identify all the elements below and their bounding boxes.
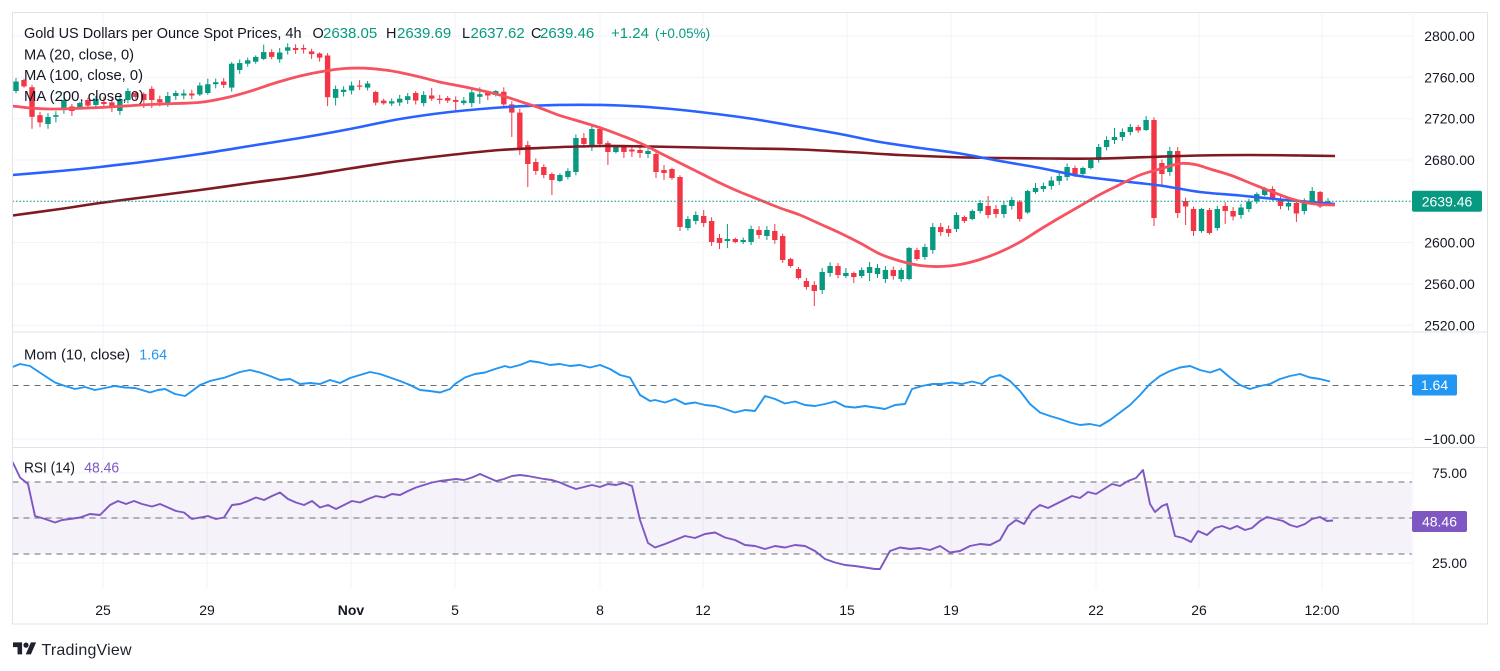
svg-text:MA (100, close, 0): MA (100, close, 0) xyxy=(24,67,143,84)
svg-text:Gold US Dollars per Ounce Spot: Gold US Dollars per Ounce Spot Prices, 4… xyxy=(24,25,302,42)
svg-text:48.46: 48.46 xyxy=(84,460,119,477)
svg-text:MA (20, close, 0): MA (20, close, 0) xyxy=(24,46,134,63)
svg-text:12:00: 12:00 xyxy=(1304,602,1339,618)
svg-text:2639.46: 2639.46 xyxy=(1422,193,1473,209)
svg-text:C: C xyxy=(531,26,541,42)
svg-text:2680.00: 2680.00 xyxy=(1424,152,1475,168)
svg-text:75.00: 75.00 xyxy=(1432,465,1467,481)
svg-text:2560.00: 2560.00 xyxy=(1424,276,1475,292)
svg-text:TradingView: TradingView xyxy=(42,642,132,659)
svg-text:Nov: Nov xyxy=(338,602,365,618)
svg-text:+1.24: +1.24 xyxy=(611,25,649,42)
svg-text:2639.69: 2639.69 xyxy=(397,25,451,42)
svg-text:2760.00: 2760.00 xyxy=(1424,69,1475,85)
svg-text:12: 12 xyxy=(695,602,711,618)
svg-text:25: 25 xyxy=(95,602,111,618)
svg-text:H: H xyxy=(386,26,396,42)
svg-text:25.00: 25.00 xyxy=(1432,555,1467,571)
svg-text:2639.46: 2639.46 xyxy=(540,25,594,42)
svg-text:22: 22 xyxy=(1088,602,1104,618)
svg-text:1.64: 1.64 xyxy=(139,347,167,364)
svg-text:2800.00: 2800.00 xyxy=(1424,28,1475,44)
svg-text:Mom (10, close): Mom (10, close) xyxy=(24,347,130,364)
svg-text:1.64: 1.64 xyxy=(1421,377,1448,393)
svg-text:2638.05: 2638.05 xyxy=(323,25,377,42)
svg-text:26: 26 xyxy=(1191,602,1207,618)
svg-text:RSI (14): RSI (14) xyxy=(24,460,75,477)
svg-text:19: 19 xyxy=(943,602,959,618)
svg-text:2520.00: 2520.00 xyxy=(1424,317,1475,333)
svg-text:5: 5 xyxy=(451,602,459,618)
svg-text:MA (200, close, 0): MA (200, close, 0) xyxy=(24,88,144,105)
svg-text:2600.00: 2600.00 xyxy=(1424,235,1475,251)
svg-text:(+0.05%): (+0.05%) xyxy=(655,26,710,41)
svg-text:8: 8 xyxy=(596,602,604,618)
svg-text:−100.00: −100.00 xyxy=(1424,431,1475,447)
svg-text:29: 29 xyxy=(199,602,215,618)
svg-text:15: 15 xyxy=(839,602,855,618)
svg-text:O: O xyxy=(313,26,324,42)
svg-text:L: L xyxy=(462,26,470,42)
svg-text:48.46: 48.46 xyxy=(1422,514,1457,530)
svg-text:2720.00: 2720.00 xyxy=(1424,111,1475,127)
svg-text:2637.62: 2637.62 xyxy=(471,25,525,42)
